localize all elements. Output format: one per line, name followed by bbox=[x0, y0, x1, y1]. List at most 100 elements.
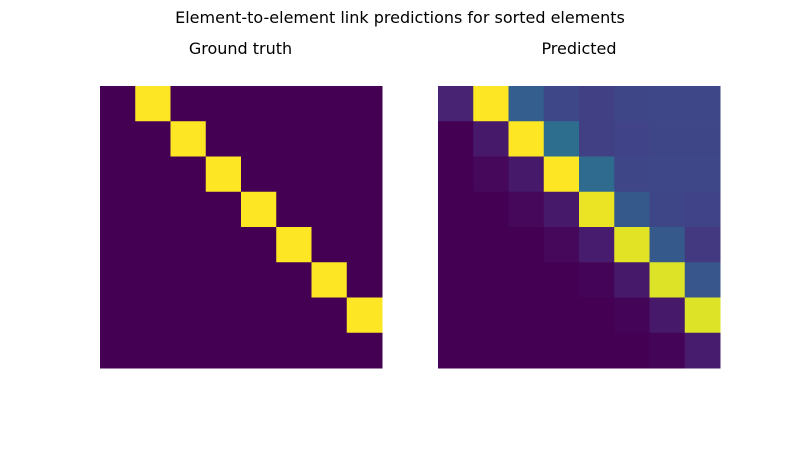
heatmap-cell-p1-r0-c2 bbox=[508, 86, 545, 122]
heatmap-cell-p0-r5-c1 bbox=[135, 262, 171, 298]
heatmap-cell-p1-r3-c4 bbox=[579, 191, 615, 228]
heatmap-cell-p0-r1-c6 bbox=[311, 121, 348, 157]
heatmap-cell-p1-r5-c3 bbox=[543, 262, 580, 298]
heatmap-cell-p1-r5-c0 bbox=[438, 262, 474, 298]
heatmap-cell-p0-r4-c1 bbox=[135, 227, 171, 263]
panel-title-predicted: Predicted bbox=[541, 39, 616, 58]
heatmap-cell-p1-r7-c1 bbox=[473, 332, 509, 369]
heatmap-cell-p1-r0-c3 bbox=[543, 86, 580, 122]
heatmap-cell-p1-r0-c5 bbox=[614, 86, 650, 122]
heatmap-cell-p0-r6-c6 bbox=[311, 297, 348, 334]
heatmap-cell-p0-r7-c7 bbox=[346, 332, 383, 369]
heatmap-cell-p1-r5-c4 bbox=[579, 262, 615, 298]
heatmap-cell-p0-r5-c0 bbox=[100, 262, 136, 298]
heatmap-cell-p1-r1-c5 bbox=[614, 121, 650, 157]
heatmap-cell-p0-r7-c1 bbox=[135, 332, 171, 369]
heatmap-cell-p1-r3-c7 bbox=[684, 191, 721, 228]
heatmap-cell-p0-r4-c2 bbox=[170, 227, 207, 263]
heatmap-panel-ground-truth: Ground truth bbox=[100, 39, 383, 369]
heatmap-cell-p1-r5-c5 bbox=[614, 262, 650, 298]
heatmap-cell-p1-r1-c2 bbox=[508, 121, 545, 157]
heatmap-cell-p1-r3-c0 bbox=[438, 191, 474, 228]
heatmap-cell-p1-r5-c2 bbox=[508, 262, 545, 298]
heatmap-cell-p1-r2-c1 bbox=[473, 156, 509, 193]
heatmap-cell-p0-r4-c0 bbox=[100, 227, 136, 263]
heatmap-cell-p0-r0-c7 bbox=[346, 86, 383, 122]
heatmap-cell-p0-r2-c1 bbox=[135, 156, 171, 193]
heatmap-cell-p0-r5-c5 bbox=[276, 262, 312, 298]
heatmap-cell-p0-r2-c2 bbox=[170, 156, 207, 193]
heatmap-cell-p1-r6-c3 bbox=[543, 297, 580, 334]
heatmap-cell-p0-r0-c6 bbox=[311, 86, 348, 122]
heatmap-cell-p1-r3-c5 bbox=[614, 191, 650, 228]
heatmap-cell-p1-r2-c2 bbox=[508, 156, 545, 193]
heatmap-cell-p1-r4-c0 bbox=[438, 227, 474, 263]
heatmap-cell-p1-r5-c7 bbox=[684, 262, 721, 298]
heatmap-cell-p0-r0-c0 bbox=[100, 86, 136, 122]
heatmap-cell-p0-r5-c7 bbox=[346, 262, 383, 298]
heatmap-cell-p0-r0-c2 bbox=[170, 86, 207, 122]
heatmap-cells-ground-truth bbox=[100, 86, 383, 369]
heatmap-cell-p0-r6-c7 bbox=[346, 297, 383, 334]
heatmap-cell-p0-r1-c2 bbox=[170, 121, 207, 157]
heatmap-cell-p0-r3-c4 bbox=[241, 191, 277, 228]
heatmap-cell-p1-r7-c6 bbox=[649, 332, 686, 369]
heatmap-cell-p0-r6-c3 bbox=[205, 297, 242, 334]
heatmap-cell-p1-r3-c3 bbox=[543, 191, 580, 228]
heatmap-cell-p0-r3-c1 bbox=[135, 191, 171, 228]
heatmap-cell-p0-r2-c0 bbox=[100, 156, 136, 193]
heatmap-cell-p1-r0-c7 bbox=[684, 86, 721, 122]
panel-title-ground-truth: Ground truth bbox=[189, 39, 292, 58]
heatmap-cell-p0-r4-c7 bbox=[346, 227, 383, 263]
heatmap-cell-p0-r6-c5 bbox=[276, 297, 312, 334]
heatmap-cell-p1-r3-c6 bbox=[649, 191, 686, 228]
heatmap-cell-p0-r0-c1 bbox=[135, 86, 171, 122]
heatmap-cell-p1-r4-c7 bbox=[684, 227, 721, 263]
heatmap-cell-p0-r6-c1 bbox=[135, 297, 171, 334]
heatmap-cell-p1-r0-c4 bbox=[579, 86, 615, 122]
heatmap-cell-p0-r0-c4 bbox=[241, 86, 277, 122]
heatmap-cell-p0-r6-c2 bbox=[170, 297, 207, 334]
heatmap-cell-p1-r6-c1 bbox=[473, 297, 509, 334]
heatmap-cell-p1-r2-c6 bbox=[649, 156, 686, 193]
heatmap-cell-p1-r2-c3 bbox=[543, 156, 580, 193]
heatmap-cell-p1-r4-c1 bbox=[473, 227, 509, 263]
heatmap-cell-p0-r4-c4 bbox=[241, 227, 277, 263]
heatmap-cell-p0-r7-c6 bbox=[311, 332, 348, 369]
heatmap-cell-p1-r6-c2 bbox=[508, 297, 545, 334]
heatmap-cell-p0-r3-c0 bbox=[100, 191, 136, 228]
heatmap-cell-p0-r3-c7 bbox=[346, 191, 383, 228]
heatmap-cell-p1-r0-c1 bbox=[473, 86, 509, 122]
heatmap-cell-p0-r2-c7 bbox=[346, 156, 383, 193]
heatmap-cell-p0-r7-c5 bbox=[276, 332, 312, 369]
heatmap-cell-p0-r2-c5 bbox=[276, 156, 312, 193]
heatmap-cell-p0-r6-c4 bbox=[241, 297, 277, 334]
heatmap-cell-p1-r7-c3 bbox=[543, 332, 580, 369]
heatmap-cell-p0-r3-c2 bbox=[170, 191, 207, 228]
heatmap-cell-p1-r1-c1 bbox=[473, 121, 509, 157]
heatmap-cell-p1-r7-c5 bbox=[614, 332, 650, 369]
heatmap-cell-p1-r6-c6 bbox=[649, 297, 686, 334]
heatmap-cell-p1-r1-c3 bbox=[543, 121, 580, 157]
heatmap-cell-p0-r1-c1 bbox=[135, 121, 171, 157]
heatmap-cell-p0-r3-c5 bbox=[276, 191, 312, 228]
heatmap-cell-p1-r6-c5 bbox=[614, 297, 650, 334]
heatmap-cell-p1-r4-c5 bbox=[614, 227, 650, 263]
heatmap-cell-p1-r4-c2 bbox=[508, 227, 545, 263]
heatmap-cell-p1-r1-c7 bbox=[684, 121, 721, 157]
heatmap-cell-p0-r5-c2 bbox=[170, 262, 207, 298]
heatmap-cell-p0-r3-c3 bbox=[205, 191, 242, 228]
heatmap-cell-p1-r2-c0 bbox=[438, 156, 474, 193]
heatmap-cell-p1-r3-c1 bbox=[473, 191, 509, 228]
heatmap-cell-p1-r5-c6 bbox=[649, 262, 686, 298]
heatmap-cell-p0-r2-c6 bbox=[311, 156, 348, 193]
heatmap-cell-p0-r1-c3 bbox=[205, 121, 242, 157]
heatmap-cell-p0-r0-c5 bbox=[276, 86, 312, 122]
heatmap-cell-p0-r1-c4 bbox=[241, 121, 277, 157]
heatmap-cell-p1-r4-c3 bbox=[543, 227, 580, 263]
heatmap-cell-p0-r4-c6 bbox=[311, 227, 348, 263]
heatmap-cell-p1-r3-c2 bbox=[508, 191, 545, 228]
heatmap-cell-p1-r6-c0 bbox=[438, 297, 474, 334]
heatmap-cell-p1-r4-c6 bbox=[649, 227, 686, 263]
heatmap-cell-p1-r6-c7 bbox=[684, 297, 721, 334]
